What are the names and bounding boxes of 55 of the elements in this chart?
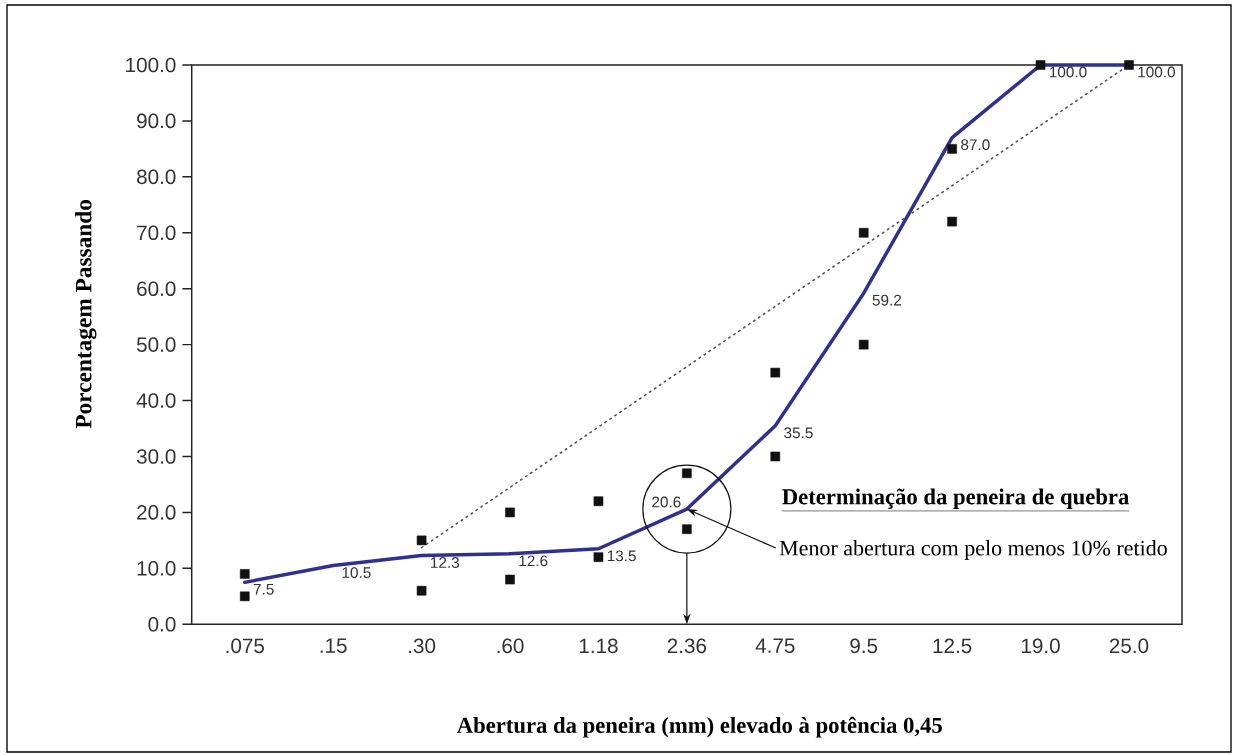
data-label: 20.6 bbox=[652, 496, 681, 508]
y-tick-label: 0.0 bbox=[148, 616, 176, 632]
y-tick-label: 50.0 bbox=[136, 337, 176, 352]
point bbox=[593, 496, 604, 507]
y-tick-label: 60.0 bbox=[137, 281, 176, 297]
x-tick-label: 4.75 bbox=[755, 638, 795, 653]
y-tick-label: 80.0 bbox=[137, 169, 176, 185]
data-label: 100.0 bbox=[1049, 66, 1087, 78]
x-tick-label: 1.18 bbox=[579, 638, 618, 654]
data-label: 59.2 bbox=[872, 294, 902, 306]
data-label: 10.5 bbox=[342, 567, 371, 579]
x-axis-title: Abertura da peneira (mm) elevado à potência 0,45 bbox=[456, 716, 942, 738]
point bbox=[682, 468, 692, 479]
x-tick-label: 9.5 bbox=[850, 638, 878, 654]
point bbox=[416, 535, 427, 546]
x-tick-label: .30 bbox=[409, 638, 436, 654]
x-tick-label: 19.0 bbox=[1022, 638, 1060, 654]
y-tick-label: 10.0 bbox=[137, 561, 176, 576]
y-axis-title: Porcentagem Passando bbox=[75, 199, 97, 429]
y-tick-label: 20.0 bbox=[137, 505, 176, 520]
x-tick-label: 25.0 bbox=[1109, 638, 1149, 654]
y-tick-label: 40.0 bbox=[136, 393, 176, 408]
annotation: Menor abertura com pelo menos 10% retido bbox=[779, 540, 1167, 561]
annotation: Determinação da peneira de quebra bbox=[782, 488, 1129, 510]
x-tick-label: 2.36 bbox=[667, 638, 707, 654]
data-label: 35.5 bbox=[784, 427, 813, 439]
point bbox=[1035, 60, 1046, 70]
point bbox=[858, 227, 869, 238]
point bbox=[239, 569, 250, 579]
point bbox=[947, 216, 957, 227]
x-tick-label: .15 bbox=[320, 638, 347, 653]
data-label: 12.3 bbox=[431, 557, 460, 568]
point bbox=[505, 574, 515, 585]
point bbox=[770, 451, 781, 462]
point bbox=[1124, 60, 1134, 70]
point bbox=[682, 524, 692, 535]
y-tick-label: 70.0 bbox=[137, 225, 176, 241]
y-tick-label: 90.0 bbox=[137, 113, 176, 129]
x-tick-label: .075 bbox=[226, 638, 264, 654]
point bbox=[416, 585, 427, 596]
point bbox=[770, 367, 781, 378]
point bbox=[858, 339, 869, 350]
point bbox=[947, 144, 957, 154]
y-tick-label: 100.0 bbox=[126, 57, 176, 73]
x-tick-label: 12.5 bbox=[933, 638, 972, 654]
data-label: 12.6 bbox=[519, 555, 548, 567]
data-label: 100.0 bbox=[1138, 66, 1175, 78]
y-tick-label: 30.0 bbox=[136, 449, 176, 464]
data-label: 7.5 bbox=[253, 583, 274, 595]
x-tick-label: .60 bbox=[497, 638, 524, 654]
point bbox=[505, 507, 515, 518]
point bbox=[593, 552, 604, 562]
point bbox=[239, 591, 250, 602]
data-label: 13.5 bbox=[607, 550, 636, 562]
data-label: 87.0 bbox=[961, 139, 990, 151]
